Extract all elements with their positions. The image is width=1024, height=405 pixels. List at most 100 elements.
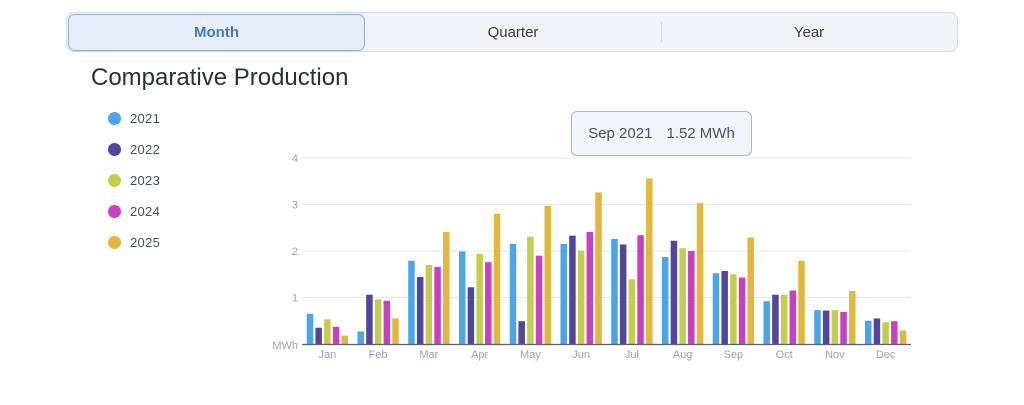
legend-swatch-2025 xyxy=(108,236,121,249)
bar-2022-aug[interactable] xyxy=(670,240,678,344)
bar-2024-jan[interactable] xyxy=(332,326,340,344)
bar-2023-may[interactable] xyxy=(527,236,534,344)
y-tick-label: 2 xyxy=(292,246,298,258)
bar-2022-oct[interactable] xyxy=(772,294,779,344)
bar-2025-feb[interactable] xyxy=(392,318,399,344)
bar-2025-mar[interactable] xyxy=(443,231,450,344)
legend-item-2022[interactable]: 2022 xyxy=(108,134,160,165)
chart-tooltip: Sep 2021 1.52 MWh xyxy=(571,111,752,156)
bar-2021-mar[interactable] xyxy=(408,260,415,344)
bar-2024-aug[interactable] xyxy=(688,251,695,344)
bar-2021-aug[interactable] xyxy=(661,257,669,344)
x-tick-label: Feb xyxy=(369,349,388,361)
bar-2023-nov[interactable] xyxy=(831,310,839,344)
bar-2022-dec[interactable] xyxy=(873,318,881,344)
legend-label-2025: 2025 xyxy=(130,235,161,250)
bar-2022-mar[interactable] xyxy=(416,277,424,344)
bar-2024-oct[interactable] xyxy=(789,290,797,344)
bar-2022-nov[interactable] xyxy=(822,310,830,344)
y-tick-label: 4 xyxy=(292,153,298,165)
legend-item-2024[interactable]: 2024 xyxy=(108,196,160,227)
bar-2023-oct[interactable] xyxy=(780,294,788,344)
x-tick-label: Oct xyxy=(776,349,793,361)
legend-label-2021: 2021 xyxy=(130,111,161,126)
bar-2021-jul[interactable] xyxy=(611,238,618,344)
bar-2024-sep[interactable] xyxy=(738,277,746,344)
bar-2024-dec[interactable] xyxy=(891,321,898,344)
bar-2025-aug[interactable] xyxy=(696,203,704,344)
legend-label-2022: 2022 xyxy=(130,142,161,157)
bar-2023-jan[interactable] xyxy=(324,319,331,344)
bar-2025-apr[interactable] xyxy=(493,213,501,344)
bar-2024-jul[interactable] xyxy=(637,235,644,344)
bar-2024-jun[interactable] xyxy=(586,231,594,344)
legend-swatch-2024 xyxy=(108,205,121,218)
x-tick-label: Sep xyxy=(724,349,744,361)
bar-2024-feb[interactable] xyxy=(383,300,391,344)
y-tick-label: 1 xyxy=(292,293,298,305)
chart-legend: 2021 2022 2023 2024 2025 xyxy=(108,103,160,258)
x-tick-label: Apr xyxy=(471,349,488,361)
legend-swatch-2023 xyxy=(108,174,121,187)
bar-2023-jul[interactable] xyxy=(628,279,636,344)
period-tab-bar: Month Quarter Year xyxy=(66,12,958,52)
bar-2025-may[interactable] xyxy=(544,205,552,344)
bar-2025-jun[interactable] xyxy=(595,192,602,344)
bar-2022-jun[interactable] xyxy=(569,235,576,344)
tab-year[interactable]: Year xyxy=(793,23,825,41)
tooltip-period: Sep 2021 xyxy=(588,125,653,142)
bar-2025-nov[interactable] xyxy=(849,290,856,344)
bar-2022-jan[interactable] xyxy=(315,327,322,344)
legend-item-2021[interactable]: 2021 xyxy=(108,103,160,134)
bar-2023-jun[interactable] xyxy=(577,250,585,344)
bar-2021-may[interactable] xyxy=(509,244,517,344)
bar-2024-nov[interactable] xyxy=(840,311,847,344)
bar-2023-aug[interactable] xyxy=(679,248,686,344)
bar-2023-feb[interactable] xyxy=(374,299,382,344)
bar-2024-mar[interactable] xyxy=(434,266,441,344)
y-tick-label: 3 xyxy=(292,200,298,212)
legend-swatch-2022 xyxy=(108,143,121,156)
bar-2023-sep[interactable] xyxy=(730,274,737,344)
bar-2021-dec[interactable] xyxy=(864,320,872,344)
bar-2025-sep[interactable] xyxy=(747,237,755,344)
tab-divider xyxy=(661,22,662,42)
bar-2023-apr[interactable] xyxy=(476,253,483,344)
bar-2021-apr[interactable] xyxy=(458,251,466,344)
bar-2022-may[interactable] xyxy=(518,321,525,344)
x-tick-label: Dec xyxy=(876,349,896,361)
x-tick-label: Jul xyxy=(625,349,639,361)
bar-2021-nov[interactable] xyxy=(814,310,821,344)
bar-2022-jul[interactable] xyxy=(619,244,627,344)
bar-2021-jun[interactable] xyxy=(560,244,567,344)
legend-label-2024: 2024 xyxy=(130,204,161,219)
y-axis-label: MWh xyxy=(272,340,298,352)
tooltip-value: 1.52 MWh xyxy=(666,125,735,142)
x-tick-label: Mar xyxy=(419,349,438,361)
chart-title: Comparative Production xyxy=(91,64,349,91)
bar-2021-sep[interactable] xyxy=(712,273,720,344)
bar-2025-oct[interactable] xyxy=(798,260,805,344)
x-tick-label: May xyxy=(520,349,541,361)
bar-2021-jan[interactable] xyxy=(306,313,314,344)
x-tick-label: Jun xyxy=(572,349,590,361)
bar-2021-oct[interactable] xyxy=(763,301,770,344)
legend-item-2025[interactable]: 2025 xyxy=(108,227,160,258)
tab-quarter[interactable]: Quarter xyxy=(487,23,539,41)
bar-2022-apr[interactable] xyxy=(467,287,475,344)
bar-2023-mar[interactable] xyxy=(425,264,433,344)
x-tick-label: Aug xyxy=(673,349,693,361)
bar-2022-sep[interactable] xyxy=(721,270,728,344)
bar-2022-feb[interactable] xyxy=(366,294,373,344)
bar-2021-feb[interactable] xyxy=(357,331,364,344)
legend-item-2023[interactable]: 2023 xyxy=(108,165,160,196)
bar-2023-dec[interactable] xyxy=(882,322,889,344)
bar-2024-apr[interactable] xyxy=(485,262,492,344)
bar-2025-jan[interactable] xyxy=(341,335,349,344)
tab-month[interactable]: Month xyxy=(68,14,365,51)
bar-2025-dec[interactable] xyxy=(899,330,907,344)
bar-2024-may[interactable] xyxy=(535,255,543,344)
bar-2025-jul[interactable] xyxy=(646,178,653,344)
legend-label-2023: 2023 xyxy=(130,173,161,188)
